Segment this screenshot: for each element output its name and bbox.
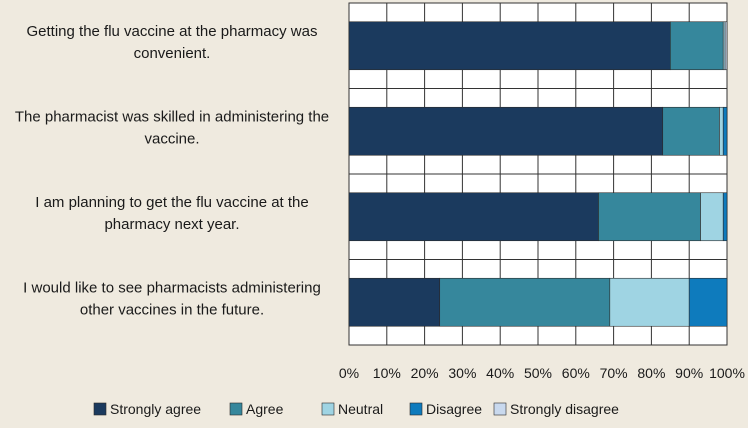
category-label-line: I am planning to get the flu vaccine at …: [35, 194, 309, 211]
legend-label: Strongly agree: [110, 401, 201, 417]
bar-segment: [722, 106, 728, 156]
x-tick-label: 60%: [562, 365, 590, 381]
category-label: I would like to see pharmacists administ…: [23, 279, 321, 318]
bar-segment: [348, 192, 599, 242]
bar-segment: [688, 277, 728, 327]
category-labels: Getting the flu vaccine at the pharmacy …: [15, 23, 329, 319]
legend-label: Strongly disagree: [510, 401, 619, 417]
category-label-line: pharmacy next year.: [104, 216, 239, 233]
category-label: The pharmacist was skilled in administer…: [15, 108, 329, 147]
category-label-line: other vaccines in the future.: [80, 301, 264, 318]
category-label-line: convenient.: [134, 45, 211, 62]
legend-swatch: [409, 402, 423, 416]
category-label-line: The pharmacist was skilled in administer…: [15, 108, 329, 125]
x-tick-label: 30%: [448, 365, 476, 381]
x-tick-label: 90%: [675, 365, 703, 381]
x-tick-label: 40%: [486, 365, 514, 381]
bar-segment: [439, 277, 611, 327]
legend-swatch: [93, 402, 107, 416]
bar-segment: [719, 106, 724, 156]
x-tick-label: 80%: [637, 365, 665, 381]
bar-segment: [669, 21, 724, 71]
x-tick-label: 0%: [339, 365, 359, 381]
x-tick-label: 20%: [411, 365, 439, 381]
x-tick-label: 70%: [600, 365, 628, 381]
bar-segment: [348, 106, 664, 156]
bar-segment: [348, 21, 671, 71]
x-tick-label: 100%: [709, 365, 745, 381]
category-label: I am planning to get the flu vaccine at …: [35, 194, 309, 233]
bar-segment: [662, 106, 720, 156]
legend-label: Neutral: [338, 401, 383, 417]
category-label-line: Getting the flu vaccine at the pharmacy …: [27, 23, 318, 40]
x-tick-label: 50%: [524, 365, 552, 381]
legend-label: Disagree: [426, 401, 482, 417]
category-label: Getting the flu vaccine at the pharmacy …: [27, 23, 318, 62]
legend-label: Agree: [246, 401, 284, 417]
legend-swatch: [321, 402, 335, 416]
bars: [348, 21, 728, 327]
legend-swatch: [493, 402, 507, 416]
bar-segment: [598, 192, 701, 242]
bar-segment: [348, 277, 441, 327]
x-tick-label: 10%: [373, 365, 401, 381]
bar-segment: [700, 192, 724, 242]
category-label-line: vaccine.: [144, 130, 199, 147]
category-label-line: I would like to see pharmacists administ…: [23, 279, 321, 296]
bar-segment: [722, 192, 728, 242]
bar-segment: [724, 21, 728, 71]
legend: Strongly agree Agree Neutral Disagree Strong…: [93, 401, 619, 417]
bar-segment: [609, 277, 690, 327]
legend-swatch: [229, 402, 243, 416]
x-axis-ticks: 0% 10% 20% 30% 40% 50% 60% 70% 80% 90% 100%: [339, 365, 745, 381]
